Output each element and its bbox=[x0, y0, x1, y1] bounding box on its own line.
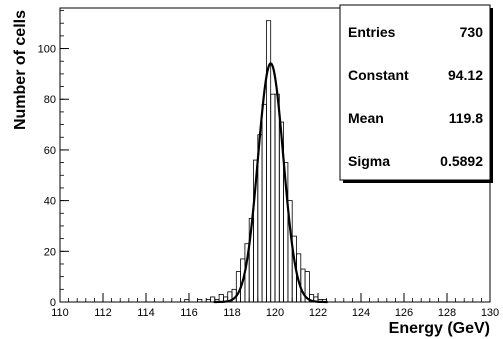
y-tick-label: 60 bbox=[44, 145, 56, 157]
y-tick-label: 0 bbox=[50, 297, 56, 309]
x-tick-label: 128 bbox=[438, 307, 456, 319]
y-tick-label: 80 bbox=[44, 94, 56, 106]
stat-label-mean: Mean bbox=[348, 110, 384, 126]
histogram-bars bbox=[184, 20, 327, 303]
histogram-bin bbox=[304, 271, 310, 303]
x-tick-label: 122 bbox=[309, 307, 327, 319]
x-tick-label: 130 bbox=[481, 307, 499, 319]
x-axis: 110 112 114 116 118 120 122 124 126 128 130 bbox=[51, 293, 499, 319]
y-axis: 0 20 40 60 80 100 bbox=[38, 10, 69, 309]
y-tick-label: 20 bbox=[44, 246, 56, 258]
x-tick-label: 124 bbox=[352, 307, 370, 319]
stat-value-entries: 730 bbox=[460, 24, 484, 40]
y-tick-label: 100 bbox=[38, 44, 56, 56]
stat-value-sigma: 0.5892 bbox=[440, 153, 483, 169]
stat-value-mean: 119.8 bbox=[449, 110, 483, 126]
x-tick-label: 120 bbox=[266, 307, 284, 319]
stats-box: Entries 730 Constant 94.12 Mean 119.8 Si… bbox=[339, 4, 493, 183]
stat-label-sigma: Sigma bbox=[348, 153, 390, 169]
gaussian-fit-curve bbox=[213, 62, 328, 304]
x-axis-title: Energy (GeV) bbox=[389, 320, 490, 337]
stats-box-frame bbox=[339, 4, 491, 181]
x-tick-label: 112 bbox=[94, 307, 112, 319]
stat-value-constant: 94.12 bbox=[448, 67, 483, 83]
x-tick-label: 118 bbox=[223, 307, 241, 319]
stat-label-entries: Entries bbox=[348, 24, 396, 40]
x-tick-label: 114 bbox=[137, 307, 155, 319]
y-tick-label: 40 bbox=[44, 196, 56, 208]
y-axis-title: Number of cells bbox=[12, 10, 29, 130]
x-tick-label: 116 bbox=[180, 307, 198, 319]
x-tick-label: 126 bbox=[395, 307, 413, 319]
stat-label-constant: Constant bbox=[348, 67, 409, 83]
x-tick-label: 110 bbox=[51, 307, 69, 319]
